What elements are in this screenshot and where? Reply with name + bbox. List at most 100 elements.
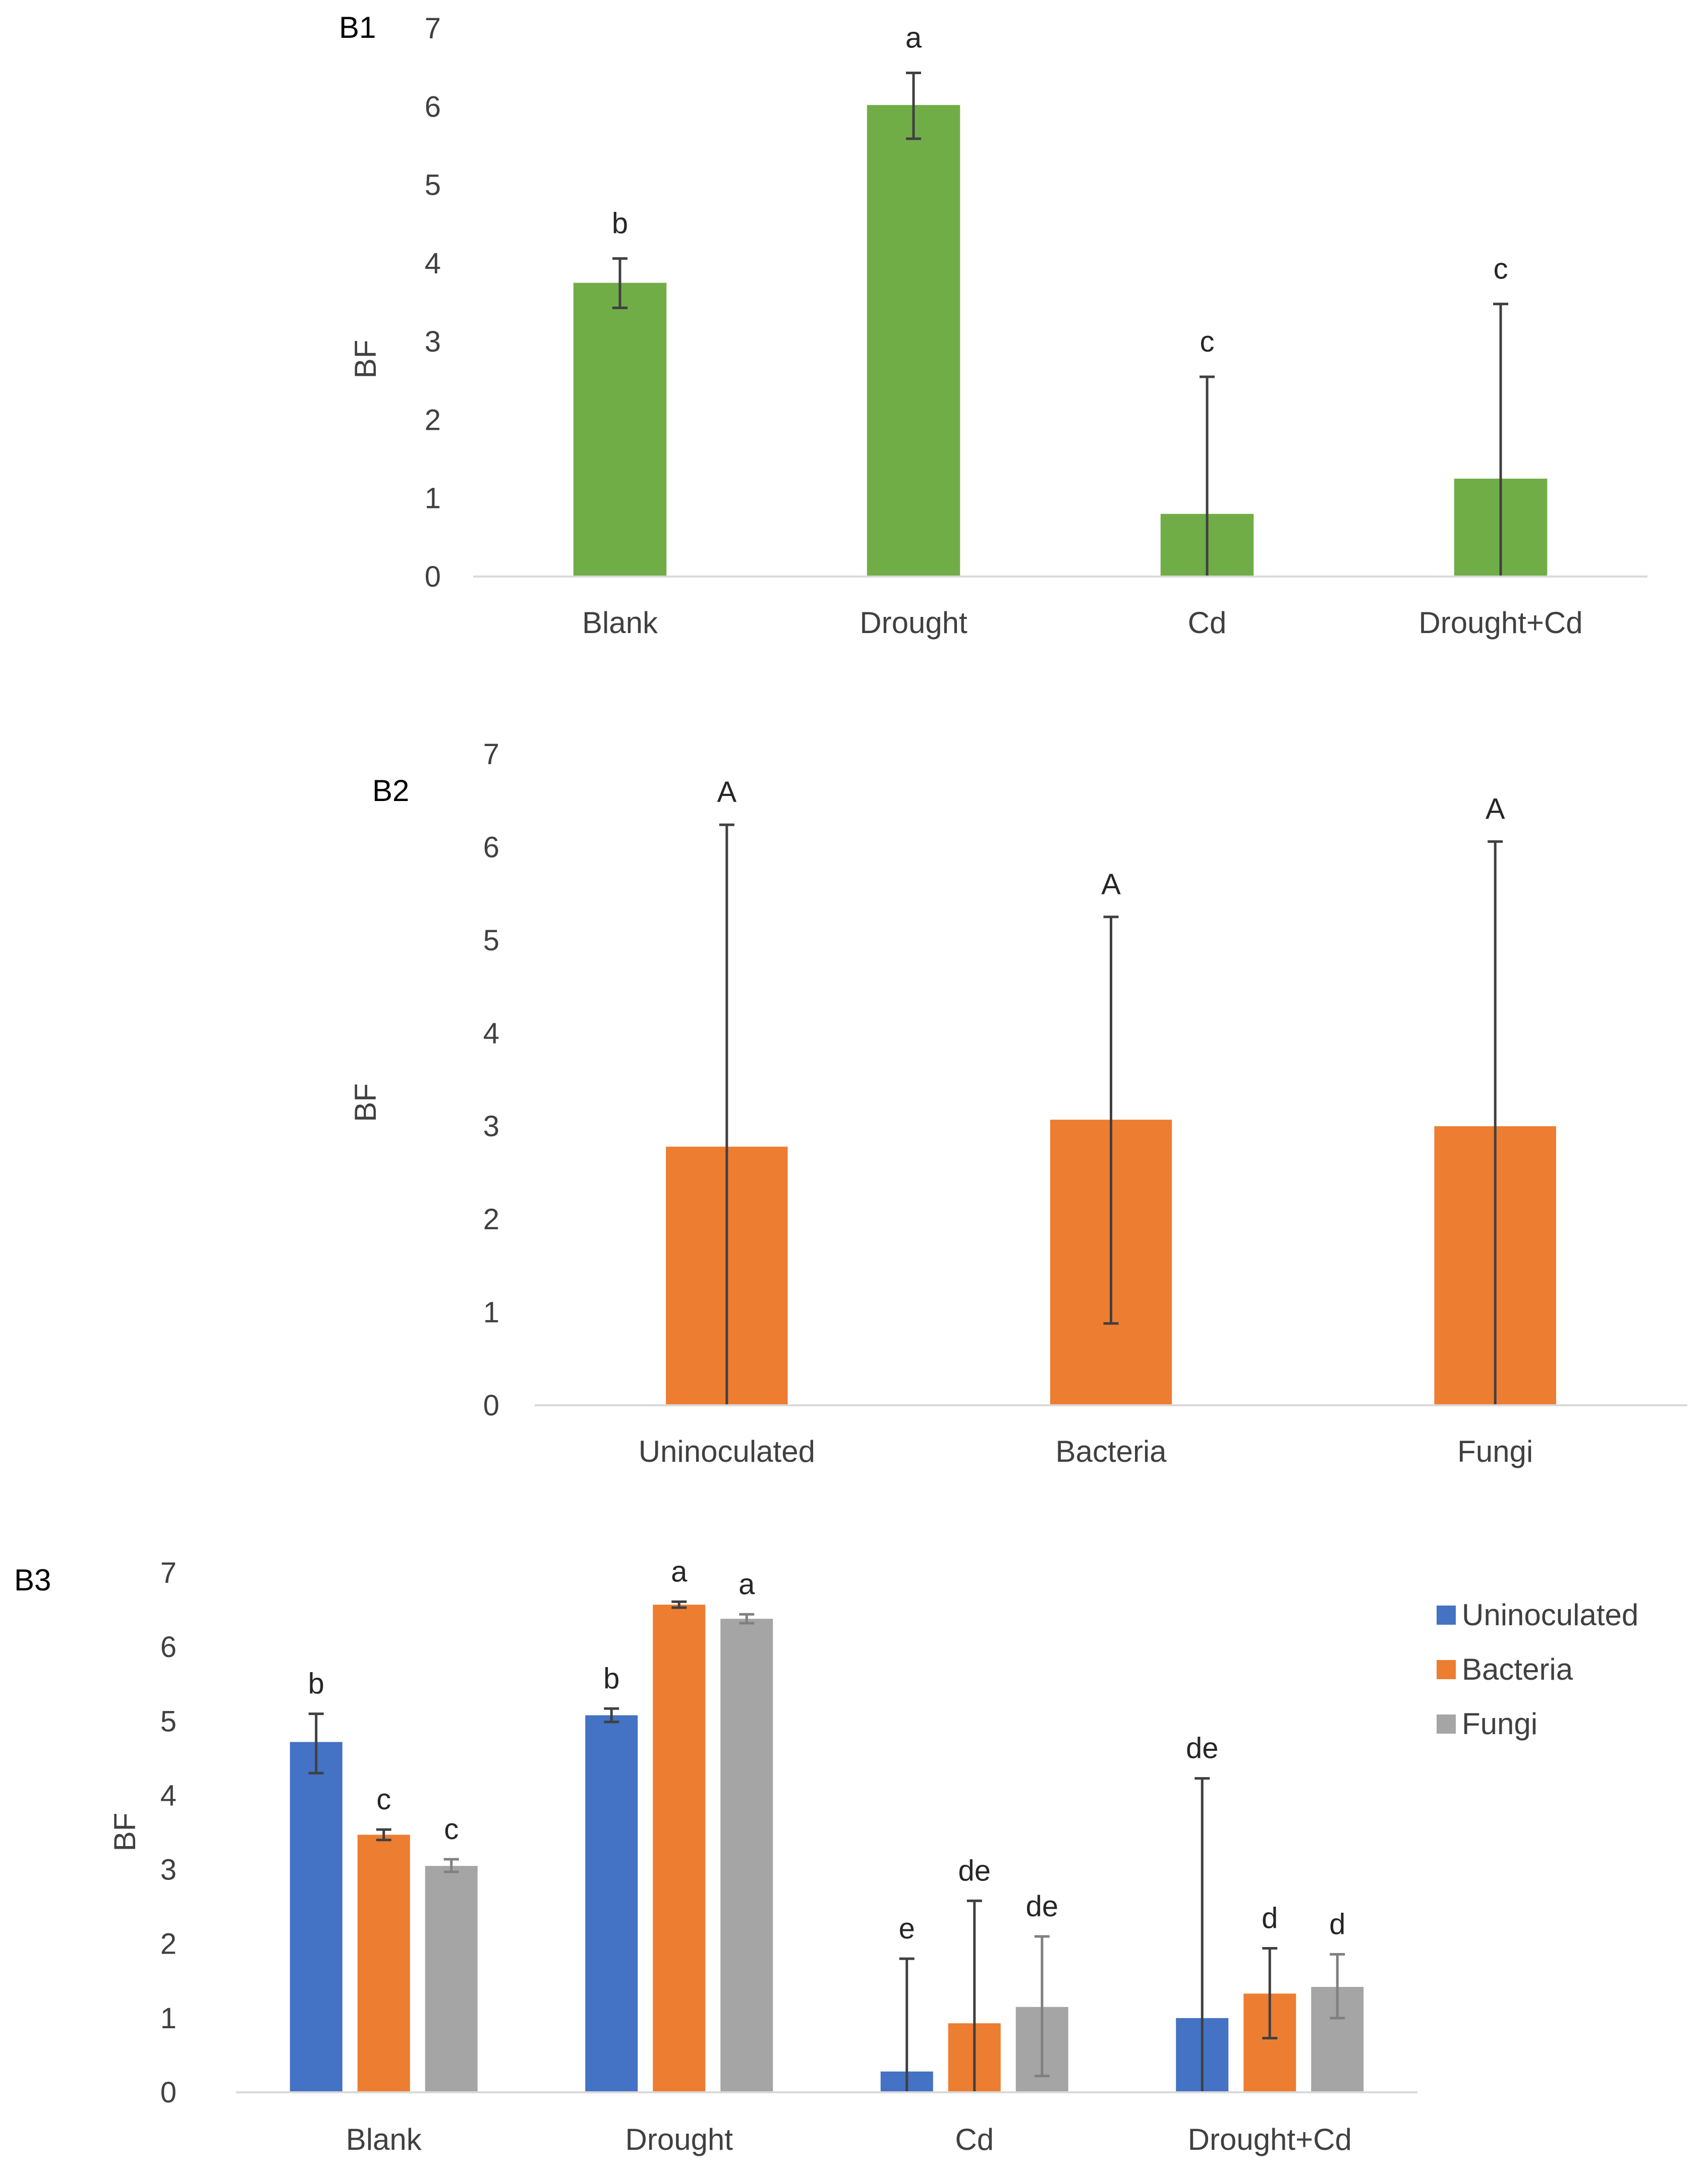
significance-label: b [603, 1662, 619, 1695]
significance-labels-b1: b a c c [612, 22, 1508, 359]
bar [357, 1835, 410, 2092]
panel-label-b2: B2 [372, 774, 409, 808]
y-tick-label: 1 [425, 482, 441, 515]
y-tick-label: 7 [483, 738, 499, 771]
legend-item: Bacteria [1437, 1652, 1573, 1686]
significance-label: A [717, 776, 736, 809]
y-tick-label: 0 [425, 560, 441, 593]
error-bar [604, 1707, 619, 1724]
significance-label: de [1186, 1732, 1219, 1765]
y-tick-label: 5 [483, 924, 499, 957]
legend-swatch [1437, 1660, 1456, 1679]
y-tick-label: 1 [483, 1296, 499, 1329]
error-bar [1493, 303, 1508, 577]
legend-b3: Uninoculated Bacteria Fungi [1437, 1598, 1638, 1741]
category-labels-b1: Blank Drought Cd Drought+Cd [582, 606, 1583, 640]
y-tick-label: 5 [425, 169, 441, 202]
significance-label: b [308, 1668, 324, 1700]
error-bar [1488, 840, 1503, 1405]
error-bar [1330, 1953, 1345, 2020]
significance-label: e [899, 1912, 915, 1945]
error-bar [739, 1613, 755, 1625]
category-label: Blank [346, 2123, 422, 2156]
y-tick-label: 2 [483, 1203, 499, 1236]
error-bar [1262, 1947, 1278, 2040]
legend-label: Uninoculated [1462, 1598, 1638, 1632]
significance-label: d [1329, 1908, 1345, 1940]
y-tick-label: 7 [425, 12, 441, 45]
category-label: Cd [955, 2123, 994, 2156]
significance-label: a [738, 1568, 755, 1601]
significance-label: de [958, 1854, 991, 1887]
y-tick-label: 0 [160, 2076, 177, 2109]
category-label: Drought+Cd [1418, 606, 1582, 640]
significance-label: c [444, 1813, 459, 1846]
y-axis-title-b2: BF [349, 1083, 382, 1122]
error-bar [308, 1712, 324, 1775]
error-bar [671, 1600, 687, 1609]
y-tick-label: 4 [425, 247, 441, 280]
panel-label-b1: B1 [339, 11, 376, 44]
category-label: Drought+Cd [1188, 2123, 1352, 2156]
error-bars-b1 [612, 72, 1508, 577]
bar [867, 105, 960, 577]
error-bar [1200, 375, 1215, 577]
error-bar [1034, 1935, 1050, 2078]
error-bar [966, 1899, 982, 2092]
bar [653, 1605, 706, 2092]
y-ticks-b3: 0 1 2 3 4 5 6 7 [160, 1557, 177, 2109]
bar [573, 282, 667, 577]
error-bar [612, 257, 628, 309]
panel-b2: B2 BF 0 1 2 3 4 5 6 7 A A A Uninoculated Bacteria F… [349, 738, 1687, 1468]
bar [425, 1866, 478, 2092]
y-tick-label: 6 [425, 90, 441, 123]
y-tick-label: 2 [425, 404, 441, 436]
error-bar [376, 1828, 391, 1842]
category-label: Blank [582, 606, 658, 640]
error-bar [443, 1858, 459, 1873]
significance-label: A [1101, 868, 1121, 901]
y-tick-label: 7 [160, 1557, 177, 1589]
significance-label: c [376, 1783, 391, 1816]
error-bars-b2 [719, 823, 1503, 1405]
legend-label: Fungi [1462, 1707, 1538, 1741]
bar [290, 1742, 343, 2092]
significance-label: b [612, 207, 628, 240]
category-label: Fungi [1457, 1435, 1533, 1468]
legend-label: Bacteria [1462, 1652, 1573, 1686]
bar [720, 1619, 773, 2092]
panel-b1: B1 BF 0 1 2 3 4 5 6 7 b a c c Blank Drought Cd Drough… [339, 11, 1647, 640]
significance-labels-b2: A A A [717, 776, 1505, 901]
y-tick-label: 5 [160, 1705, 177, 1738]
significance-label: a [671, 1555, 688, 1588]
y-ticks-b1: 0 1 2 3 4 5 6 7 [425, 12, 441, 593]
y-tick-label: 3 [483, 1110, 499, 1143]
significance-label: c [1200, 325, 1215, 358]
y-tick-label: 3 [160, 1854, 177, 1887]
y-tick-label: 3 [425, 325, 441, 358]
y-axis-title-b3: BF [108, 1813, 142, 1852]
category-label: Drought [860, 606, 967, 640]
legend-swatch [1437, 1714, 1456, 1734]
error-bar [719, 823, 734, 1405]
category-label: Bacteria [1055, 1435, 1167, 1468]
error-bar [899, 1957, 915, 2092]
significance-label: c [1494, 253, 1508, 285]
legend-swatch [1437, 1606, 1456, 1625]
legend-item: Fungi [1437, 1707, 1538, 1741]
category-label: Uninoculated [639, 1435, 815, 1468]
bar [585, 1715, 638, 2092]
significance-label: de [1026, 1890, 1058, 1923]
significance-label: a [905, 22, 922, 54]
panel-label-b3: B3 [14, 1563, 51, 1597]
error-bar [1194, 1777, 1210, 2092]
significance-label: A [1486, 792, 1505, 825]
y-tick-label: 0 [483, 1389, 499, 1422]
panel-b3: B3 BF 0 1 2 3 4 5 6 7 b b e de c a de d c a de d Blank Drou… [14, 1555, 1638, 2156]
y-tick-label: 4 [160, 1779, 177, 1812]
y-axis-title-b1: BF [349, 340, 382, 379]
error-bars-b3 [308, 1600, 1345, 2092]
error-bar [1103, 916, 1119, 1325]
significance-labels-b3: b b e de c a de d c a de d [308, 1555, 1346, 1945]
